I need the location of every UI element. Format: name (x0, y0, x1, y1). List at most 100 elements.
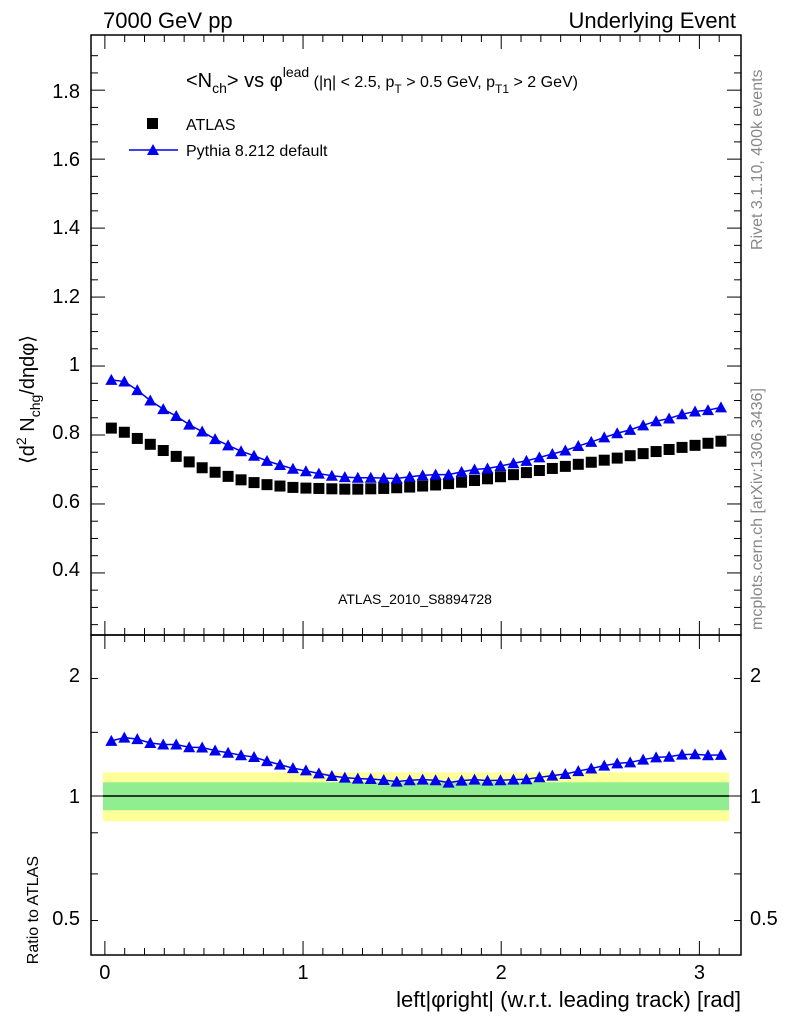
y-tick-label-0.6: 0.6 (52, 491, 80, 513)
atlas-point-14 (287, 481, 299, 493)
legend-pythia-marker (147, 144, 159, 155)
pythia-ratio-point-34 (546, 769, 559, 781)
pythia-ratio-point-10 (235, 749, 248, 761)
pythia-ratio-point-46 (701, 749, 714, 761)
pythia-point-2 (131, 384, 144, 396)
atlas-point-15 (300, 482, 312, 494)
pythia-ratio-point-11 (248, 751, 261, 763)
rivet-version-label: Rivet 3.1.10, 400k events (749, 69, 766, 250)
atlas-point-31 (507, 469, 519, 481)
pythia-point-37 (585, 435, 598, 447)
atlas-point-7 (196, 462, 208, 474)
pythia-ratio-point-21 (377, 773, 390, 785)
pythia-point-27 (455, 465, 468, 477)
atlas-point-25 (430, 479, 442, 491)
pythia-ratio-point-27 (455, 774, 468, 786)
pythia-ratio-point-41 (637, 753, 650, 765)
pythia-ratio-point-16 (312, 767, 325, 779)
y-axis-label: ⟨d2 Nchg/dηdφ⟩ (13, 335, 43, 464)
ratio-y-tick-label-right-1: 1 (750, 786, 761, 808)
atlas-point-47 (715, 435, 727, 447)
atlas-point-39 (611, 452, 623, 464)
atlas-point-26 (443, 478, 455, 490)
x-tick-label-1: 1 (297, 962, 308, 984)
pythia-ratio-point-44 (676, 748, 689, 760)
pythia-ratio-point-5 (170, 738, 183, 750)
ratio-panel-points (105, 731, 727, 788)
pythia-ratio-point-28 (468, 773, 481, 785)
main-panel-points (105, 373, 727, 495)
pythia-point-43 (663, 412, 676, 424)
atlas-point-12 (261, 479, 273, 491)
pythia-point-22 (390, 472, 403, 484)
pythia-ratio-point-25 (429, 774, 442, 786)
pythia-point-7 (196, 425, 209, 437)
pythia-point-42 (650, 415, 663, 427)
y-tick-label-1.4: 1.4 (52, 217, 80, 239)
atlas-point-33 (533, 465, 545, 477)
atlas-point-4 (157, 445, 169, 457)
pythia-ratio-point-8 (209, 744, 222, 756)
pythia-ratio-point-23 (403, 774, 416, 786)
pythia-point-15 (299, 465, 312, 477)
pythia-ratio-point-22 (390, 775, 403, 787)
atlas-point-32 (520, 467, 532, 479)
atlas-point-36 (572, 458, 584, 470)
pythia-ratio-point-35 (559, 768, 572, 780)
pythia-ratio-point-15 (299, 764, 312, 776)
pythia-ratio-point-9 (222, 746, 235, 758)
pythia-ratio-point-31 (507, 773, 520, 785)
pythia-point-20 (364, 471, 377, 483)
legend-atlas-label: ATLAS (186, 117, 236, 134)
atlas-point-13 (274, 480, 286, 492)
pythia-ratio-point-13 (273, 758, 286, 770)
pythia-point-5 (170, 410, 183, 422)
pythia-ratio-point-43 (663, 750, 676, 762)
pythia-point-47 (714, 401, 727, 413)
ratio-y-tick-label-2: 2 (69, 665, 80, 687)
pythia-point-45 (689, 405, 702, 417)
axis-ticks (91, 35, 741, 955)
ratio-y-tick-label-right-2: 2 (750, 665, 761, 687)
pythia-point-8 (209, 433, 222, 445)
pythia-point-14 (286, 462, 299, 474)
pythia-point-13 (273, 459, 286, 470)
atlas-point-38 (598, 454, 610, 466)
pythia-ratio-point-3 (144, 736, 157, 748)
atlas-point-16 (313, 482, 325, 494)
ratio-y-tick-label-0.5: 0.5 (52, 908, 80, 930)
y-tick-label-0.4: 0.4 (52, 559, 80, 581)
pythia-point-34 (546, 447, 559, 459)
atlas-point-29 (482, 473, 493, 485)
pythia-ratio-point-45 (689, 748, 702, 760)
pythia-ratio-point-20 (364, 772, 377, 784)
pythia-ratio-point-0 (105, 734, 118, 746)
pythia-ratio-point-1 (118, 731, 131, 743)
pythia-ratio-point-30 (494, 774, 507, 786)
pythia-ratio-point-26 (442, 776, 455, 788)
pythia-point-23 (403, 470, 416, 482)
atlas-point-21 (378, 482, 390, 494)
legend-atlas-marker (147, 118, 158, 129)
pythia-ratio-point-2 (131, 733, 144, 745)
x-tick-label-0: 0 (99, 962, 110, 984)
x-tick-label-3: 3 (694, 962, 705, 984)
pythia-point-19 (351, 471, 364, 483)
pythia-ratio-point-38 (598, 759, 611, 771)
pythia-point-33 (533, 451, 546, 463)
pythia-ratio-point-29 (481, 774, 494, 786)
atlas-point-5 (170, 450, 182, 462)
x-tick-label-2: 2 (496, 962, 507, 984)
atlas-point-24 (417, 480, 429, 492)
pythia-point-36 (572, 440, 585, 452)
atlas-point-17 (326, 483, 338, 495)
pythia-point-32 (520, 454, 533, 466)
atlas-point-27 (456, 476, 468, 488)
mcplots-citation-label: mcplots.cern.ch [arXiv:1306.3436] (749, 388, 766, 630)
pythia-point-44 (676, 408, 689, 420)
pythia-ratio-point-17 (325, 769, 338, 781)
atlas-point-3 (144, 438, 156, 450)
pythia-ratio-point-12 (260, 755, 273, 767)
pythia-point-17 (325, 469, 338, 481)
